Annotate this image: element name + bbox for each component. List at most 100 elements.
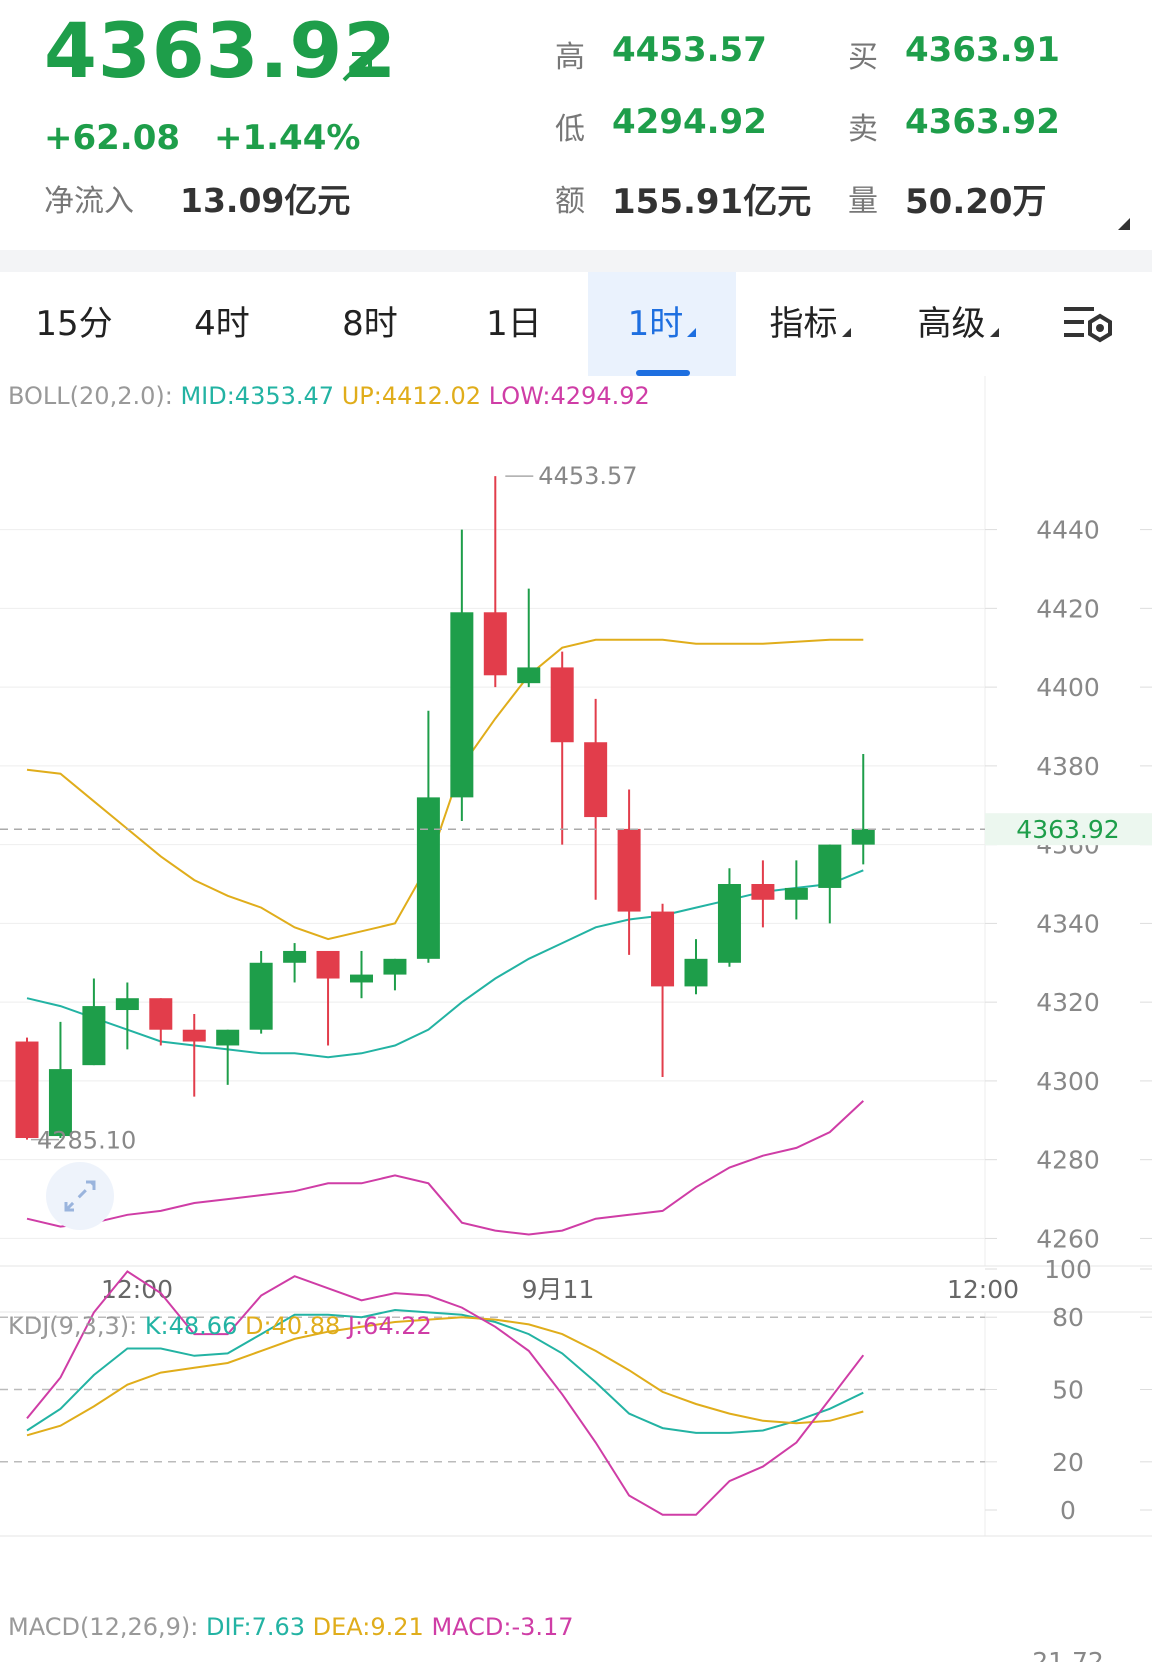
legend-entry: MACD:-3.17 xyxy=(431,1613,573,1641)
y-tick-label: 4320 xyxy=(1036,988,1100,1017)
candle xyxy=(784,887,808,900)
candle xyxy=(818,844,842,888)
current-price-tag-bg xyxy=(985,813,1152,846)
candle xyxy=(48,1069,72,1137)
last-price: 4363.92 xyxy=(44,6,398,95)
dropdown-triangle-icon xyxy=(687,328,697,337)
kdj-legend: KDJ(9,3,3): K:48.66 D:40.88 J:64.22 xyxy=(8,1312,432,1340)
kdj-y-tick-label: 50 xyxy=(1052,1376,1084,1405)
candle xyxy=(517,667,541,684)
legend-entry: K:48.66 xyxy=(145,1312,245,1340)
boll-up-line xyxy=(26,638,864,941)
legend-entry: UP:4412.02 xyxy=(342,382,489,410)
candle xyxy=(283,950,307,963)
x-axis-band xyxy=(0,1266,1152,1312)
kdj-y-tick-label: 20 xyxy=(1052,1448,1084,1477)
y-tick-label: 4380 xyxy=(1036,752,1100,781)
candle xyxy=(717,884,741,963)
expand-corner-icon[interactable] xyxy=(1118,218,1130,230)
buy-value: 4363.91 xyxy=(905,30,1060,70)
price-change: +62.08 xyxy=(44,118,181,158)
boll-low-line xyxy=(26,1100,864,1236)
candle xyxy=(416,797,440,959)
y-tick-label: 4260 xyxy=(1036,1224,1100,1253)
kdj-d-line xyxy=(26,1316,864,1437)
current-price-label: 4363.92 xyxy=(1016,815,1119,844)
candle xyxy=(383,958,407,975)
dropdown-triangle-icon xyxy=(841,328,851,337)
low-annotation: 4285.10 xyxy=(37,1127,136,1155)
candle xyxy=(249,962,273,1030)
boll-legend: BOLL(20,2.0): MID:4353.47 UP:4412.02 LOW… xyxy=(8,382,650,410)
legend-entry: MID:4353.47 xyxy=(180,382,341,410)
tab-4h[interactable]: 4时 xyxy=(194,304,250,344)
volume-value: 50.20万 xyxy=(905,182,1047,222)
expand-icon xyxy=(86,1180,96,1190)
high-value: 4453.57 xyxy=(612,30,767,70)
candle xyxy=(851,828,875,845)
buy-label: 买 xyxy=(848,40,878,75)
y-tick-label: 4280 xyxy=(1036,1146,1100,1175)
y-tick-label: 4400 xyxy=(1036,673,1100,702)
x-tick-label: 12:00 xyxy=(947,1275,1019,1304)
candle xyxy=(450,612,474,798)
indicator-label: BOLL(20,2.0): xyxy=(8,382,180,410)
main-panel-bg xyxy=(0,376,1152,1266)
legend-entry: DIF:7.63 xyxy=(206,1613,313,1641)
legend-entry: D:40.88 xyxy=(245,1312,348,1340)
kline-chart-svg: 4440442044004380436043404320430042804260… xyxy=(0,376,1152,1662)
legend-entry: LOW:4294.92 xyxy=(489,382,650,410)
tab-8h[interactable]: 8时 xyxy=(342,304,398,344)
amount-value: 155.91亿元 xyxy=(612,182,812,222)
kdj-y-tick-label: 100 xyxy=(1044,1255,1092,1284)
chart-settings-icon[interactable] xyxy=(1060,300,1116,350)
candle xyxy=(316,950,340,979)
indicator-label: MACD(12,26,9): xyxy=(8,1613,206,1641)
legend-entry: DEA:9.21 xyxy=(313,1613,432,1641)
kdj-y-tick-label: 0 xyxy=(1060,1496,1076,1525)
amount-label: 额 xyxy=(555,184,585,219)
candle xyxy=(182,1029,206,1042)
y-tick-label: 4440 xyxy=(1036,516,1100,545)
kdj-k-line xyxy=(26,1308,864,1434)
macd-legend: MACD(12,26,9): DIF:7.63 DEA:9.21 MACD:-3… xyxy=(8,1613,574,1641)
macd-y-tick-label: 21.72 xyxy=(1032,1647,1104,1662)
expand-icon xyxy=(64,1180,96,1212)
sell-value: 4363.92 xyxy=(905,102,1060,142)
expand-icon xyxy=(64,1202,74,1212)
net-inflow-value: 13.09亿元 xyxy=(180,181,351,220)
tab-1d[interactable]: 1日 xyxy=(486,304,542,344)
sell-label: 卖 xyxy=(848,112,878,147)
candle xyxy=(149,998,173,1030)
tab-advanced[interactable]: 高级 xyxy=(884,272,1032,376)
candle xyxy=(216,1029,240,1046)
period-tabs: 15分 4时 8时 1日 1时 指标 高级 xyxy=(0,272,1152,376)
tab-15min[interactable]: 15分 xyxy=(35,304,113,344)
candle xyxy=(651,911,675,987)
y-tick-label: 4340 xyxy=(1036,909,1100,938)
price-change-percent: +1.44% xyxy=(214,118,361,158)
candle xyxy=(684,958,708,987)
kdj-y-tick-label: 80 xyxy=(1052,1303,1084,1332)
kline-chart-area[interactable]: 4440442044004380436043404320430042804260… xyxy=(0,376,1152,1662)
x-tick-label: 9月11 xyxy=(522,1275,595,1304)
high-label: 高 xyxy=(555,40,585,75)
candle xyxy=(82,1006,106,1066)
y-tick-label: 4420 xyxy=(1036,594,1100,623)
candle xyxy=(617,828,641,912)
tab-1h[interactable]: 1时 xyxy=(588,272,736,376)
candle xyxy=(584,742,608,818)
active-tab-indicator xyxy=(636,370,690,376)
kdj-j-line xyxy=(26,1270,865,1516)
tab-indicators[interactable]: 指标 xyxy=(736,272,884,376)
low-value: 4294.92 xyxy=(612,102,767,142)
candle xyxy=(350,974,373,983)
section-divider xyxy=(0,250,1152,272)
dropdown-triangle-icon xyxy=(989,328,999,337)
indicator-label: KDJ(9,3,3): xyxy=(8,1312,145,1340)
candle xyxy=(751,884,775,900)
low-label: 低 xyxy=(555,112,585,147)
high-annotation: 4453.57 xyxy=(538,462,637,490)
candle xyxy=(115,998,139,1011)
candle xyxy=(483,612,507,676)
